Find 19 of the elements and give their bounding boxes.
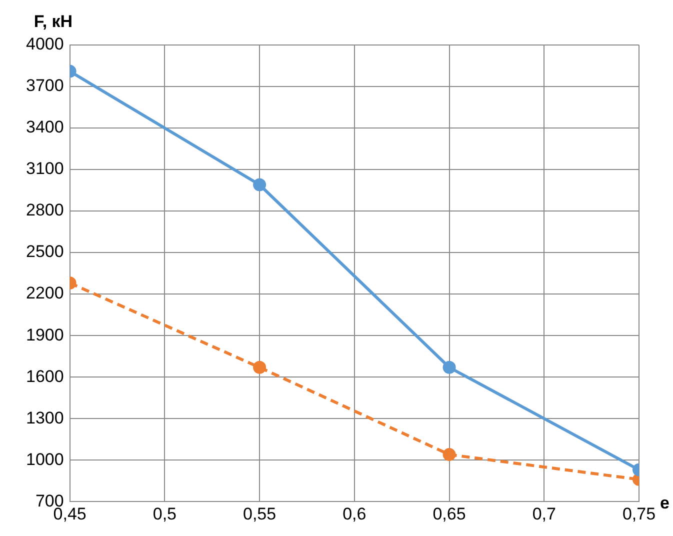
x-tick-label: 0,75 <box>622 504 656 524</box>
x-axis-title: e <box>660 493 670 512</box>
x-tick-label: 0,7 <box>532 504 556 524</box>
x-tick-label: 0,5 <box>152 504 176 524</box>
y-tick-label: 1900 <box>26 325 64 344</box>
y-tick-label: 3400 <box>26 118 64 137</box>
y-tick-label: 2200 <box>26 284 64 303</box>
y-tick-label: 2800 <box>26 200 64 220</box>
x-tick-label: 0,65 <box>432 504 466 524</box>
y-tick-label: 1300 <box>26 408 64 428</box>
x-tick-label: 0,55 <box>243 504 276 524</box>
y-tick-label: 3100 <box>26 159 64 178</box>
y-axis-title: F, кН <box>34 12 73 32</box>
y-tick-label: 1000 <box>26 450 64 469</box>
y-tick-label: 1600 <box>26 366 64 386</box>
y-tick-label: 4000 <box>26 34 64 54</box>
y-tick-label: 3700 <box>26 76 64 96</box>
x-tick-label: 0,6 <box>342 504 366 524</box>
y-tick-label: 2500 <box>26 242 64 262</box>
